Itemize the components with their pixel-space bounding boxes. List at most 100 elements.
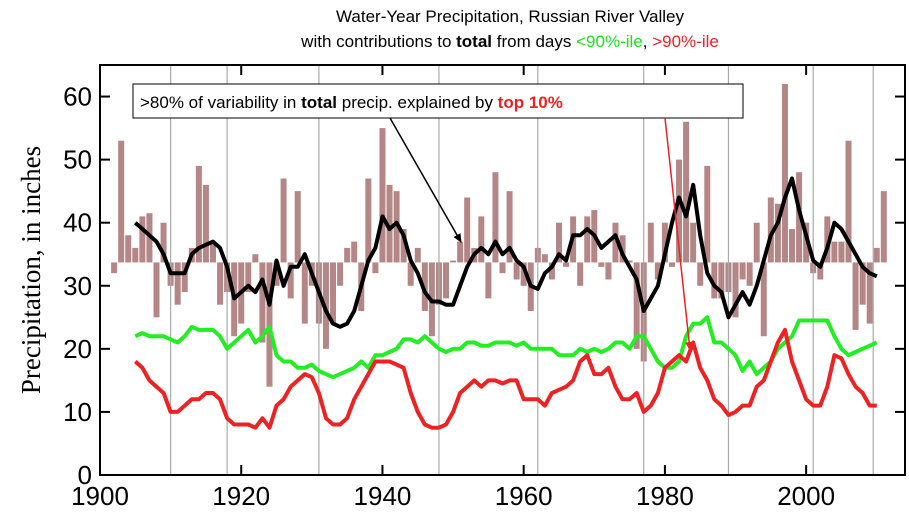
annotation-box (132, 83, 744, 119)
bar (824, 216, 831, 263)
bar (654, 262, 661, 280)
bar (880, 191, 887, 263)
bar (294, 191, 301, 263)
bar (457, 241, 464, 263)
bar (668, 262, 675, 267)
bar (739, 262, 746, 280)
bar (492, 172, 499, 263)
bar (690, 222, 697, 263)
bar (400, 229, 407, 263)
bar (789, 229, 796, 263)
bar (746, 262, 753, 286)
bar (407, 262, 414, 286)
line-series (134, 315, 878, 380)
bar (386, 184, 393, 263)
y-tick-label: 30 (63, 271, 92, 301)
bar (866, 262, 873, 324)
bar (647, 222, 654, 263)
subtitle-part: total (456, 32, 492, 51)
bar (676, 159, 683, 263)
annotation: >80% of variability in total precip. exp… (132, 83, 744, 351)
plot-area (111, 65, 887, 475)
x-tick-label: 1960 (495, 481, 553, 511)
bar (711, 262, 718, 299)
bar (541, 254, 548, 263)
y-axis-label: Precipitation, in inches (16, 146, 46, 394)
bar (393, 191, 400, 263)
bar (697, 262, 704, 286)
bar (259, 262, 266, 343)
annotation-text: >80% of variability in total precip. exp… (140, 93, 563, 112)
bar (195, 165, 202, 263)
bar (139, 216, 146, 263)
bar (111, 262, 118, 274)
bar (817, 262, 824, 280)
bar (605, 262, 612, 280)
x-tick-label: 1980 (636, 481, 694, 511)
bar (506, 191, 513, 263)
y-tick-label: 50 (63, 145, 92, 175)
bar (464, 197, 471, 263)
x-tick-label: 1940 (354, 481, 412, 511)
bar (245, 262, 252, 293)
y-tick-label: 10 (63, 397, 92, 427)
bar (661, 222, 668, 263)
x-tick-label: 1920 (212, 481, 270, 511)
bar (704, 165, 711, 263)
line-series (133, 327, 877, 430)
bar (337, 262, 344, 286)
bar (351, 241, 358, 263)
bar (683, 121, 690, 263)
y-tick-label: 20 (63, 334, 92, 364)
bar (774, 203, 781, 263)
line-series (133, 176, 878, 329)
subtitle-part: from days (492, 32, 576, 51)
bar (767, 197, 774, 263)
x-tick-label: 2000 (777, 481, 835, 511)
bar (181, 262, 188, 293)
chart-title: Water-Year Precipitation, Russian River … (336, 7, 685, 26)
bar (443, 262, 450, 299)
bar (379, 128, 386, 263)
bar (548, 262, 555, 280)
bar (598, 262, 605, 267)
bar (478, 216, 485, 263)
bar (781, 83, 788, 263)
annotation-part: precip. explained by (337, 93, 498, 112)
bar (160, 222, 167, 263)
bar (859, 262, 866, 305)
bar (555, 222, 562, 263)
bar (485, 262, 492, 299)
bar (838, 241, 845, 263)
y-tick-label: 60 (63, 82, 92, 112)
bar (753, 222, 760, 263)
bar (287, 262, 294, 299)
bar (584, 216, 591, 263)
bar (852, 262, 859, 330)
bar (365, 178, 372, 263)
subtitle-part: >90%-ile (652, 32, 719, 51)
y-tick-label: 0 (78, 460, 92, 490)
bar (280, 178, 287, 263)
bar (217, 262, 224, 305)
bar (344, 247, 351, 263)
annotation-part: >80% of variability in (140, 93, 301, 112)
bar (209, 241, 216, 263)
bar (118, 140, 125, 263)
bar (499, 262, 506, 274)
bar (732, 262, 739, 318)
bar (450, 260, 457, 263)
annotation-part: top 10% (498, 93, 563, 112)
bar (626, 260, 633, 263)
plot-frame (99, 64, 906, 476)
bar (125, 235, 132, 263)
annotation-arrow (389, 117, 462, 243)
bar (174, 262, 181, 305)
bar (266, 262, 273, 387)
bar (577, 262, 584, 286)
bar (372, 262, 379, 274)
subtitle-part: <90%-ile (576, 32, 643, 51)
bar (633, 262, 640, 349)
annotation-arrow (664, 117, 694, 351)
